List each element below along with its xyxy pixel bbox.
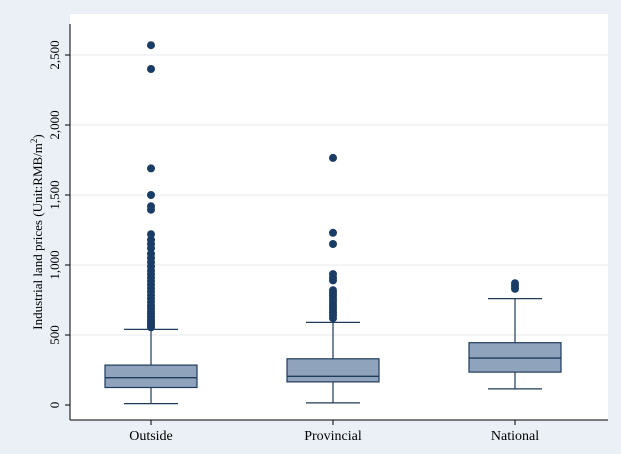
outlier-point bbox=[147, 191, 155, 199]
outlier-point bbox=[147, 65, 155, 73]
y-tick-label: 1,000 bbox=[47, 250, 62, 279]
y-tick-label: 500 bbox=[47, 325, 62, 345]
outlier-point bbox=[511, 284, 519, 293]
x-category-label: Provincial bbox=[304, 429, 362, 444]
iqr-box bbox=[286, 358, 380, 383]
y-axis-title-superscript: 2 bbox=[29, 139, 39, 144]
iqr-box bbox=[104, 364, 198, 389]
outlier-point bbox=[147, 230, 155, 239]
outlier-point bbox=[329, 276, 337, 285]
outlier-point bbox=[329, 228, 337, 237]
outlier-point bbox=[147, 205, 155, 214]
outlier-point bbox=[147, 323, 155, 332]
y-axis-title-end: ) bbox=[30, 134, 45, 138]
y-tick-label: 2,500 bbox=[47, 40, 62, 69]
y-tick-label: 0 bbox=[47, 402, 62, 409]
y-tick-label: 2,000 bbox=[47, 110, 62, 139]
outlier-point bbox=[329, 314, 337, 323]
outlier-point bbox=[147, 164, 155, 173]
axes: 0 500 1,000 1,500 2,000 2,500 Outside Provincia… bbox=[47, 24, 608, 444]
y-axis-title: Industrial land prices (Unit:RMB/m2) bbox=[29, 134, 45, 330]
x-category-label: Outside bbox=[129, 429, 173, 444]
outlier-point bbox=[147, 41, 155, 50]
outlier-point bbox=[147, 244, 155, 253]
outlier-point bbox=[329, 153, 337, 162]
grid-lines bbox=[70, 54, 608, 336]
y-tick-label: 1,500 bbox=[47, 180, 62, 209]
box-series bbox=[104, 41, 562, 405]
x-category-label: National bbox=[491, 429, 539, 444]
outlier-point bbox=[329, 240, 337, 248]
